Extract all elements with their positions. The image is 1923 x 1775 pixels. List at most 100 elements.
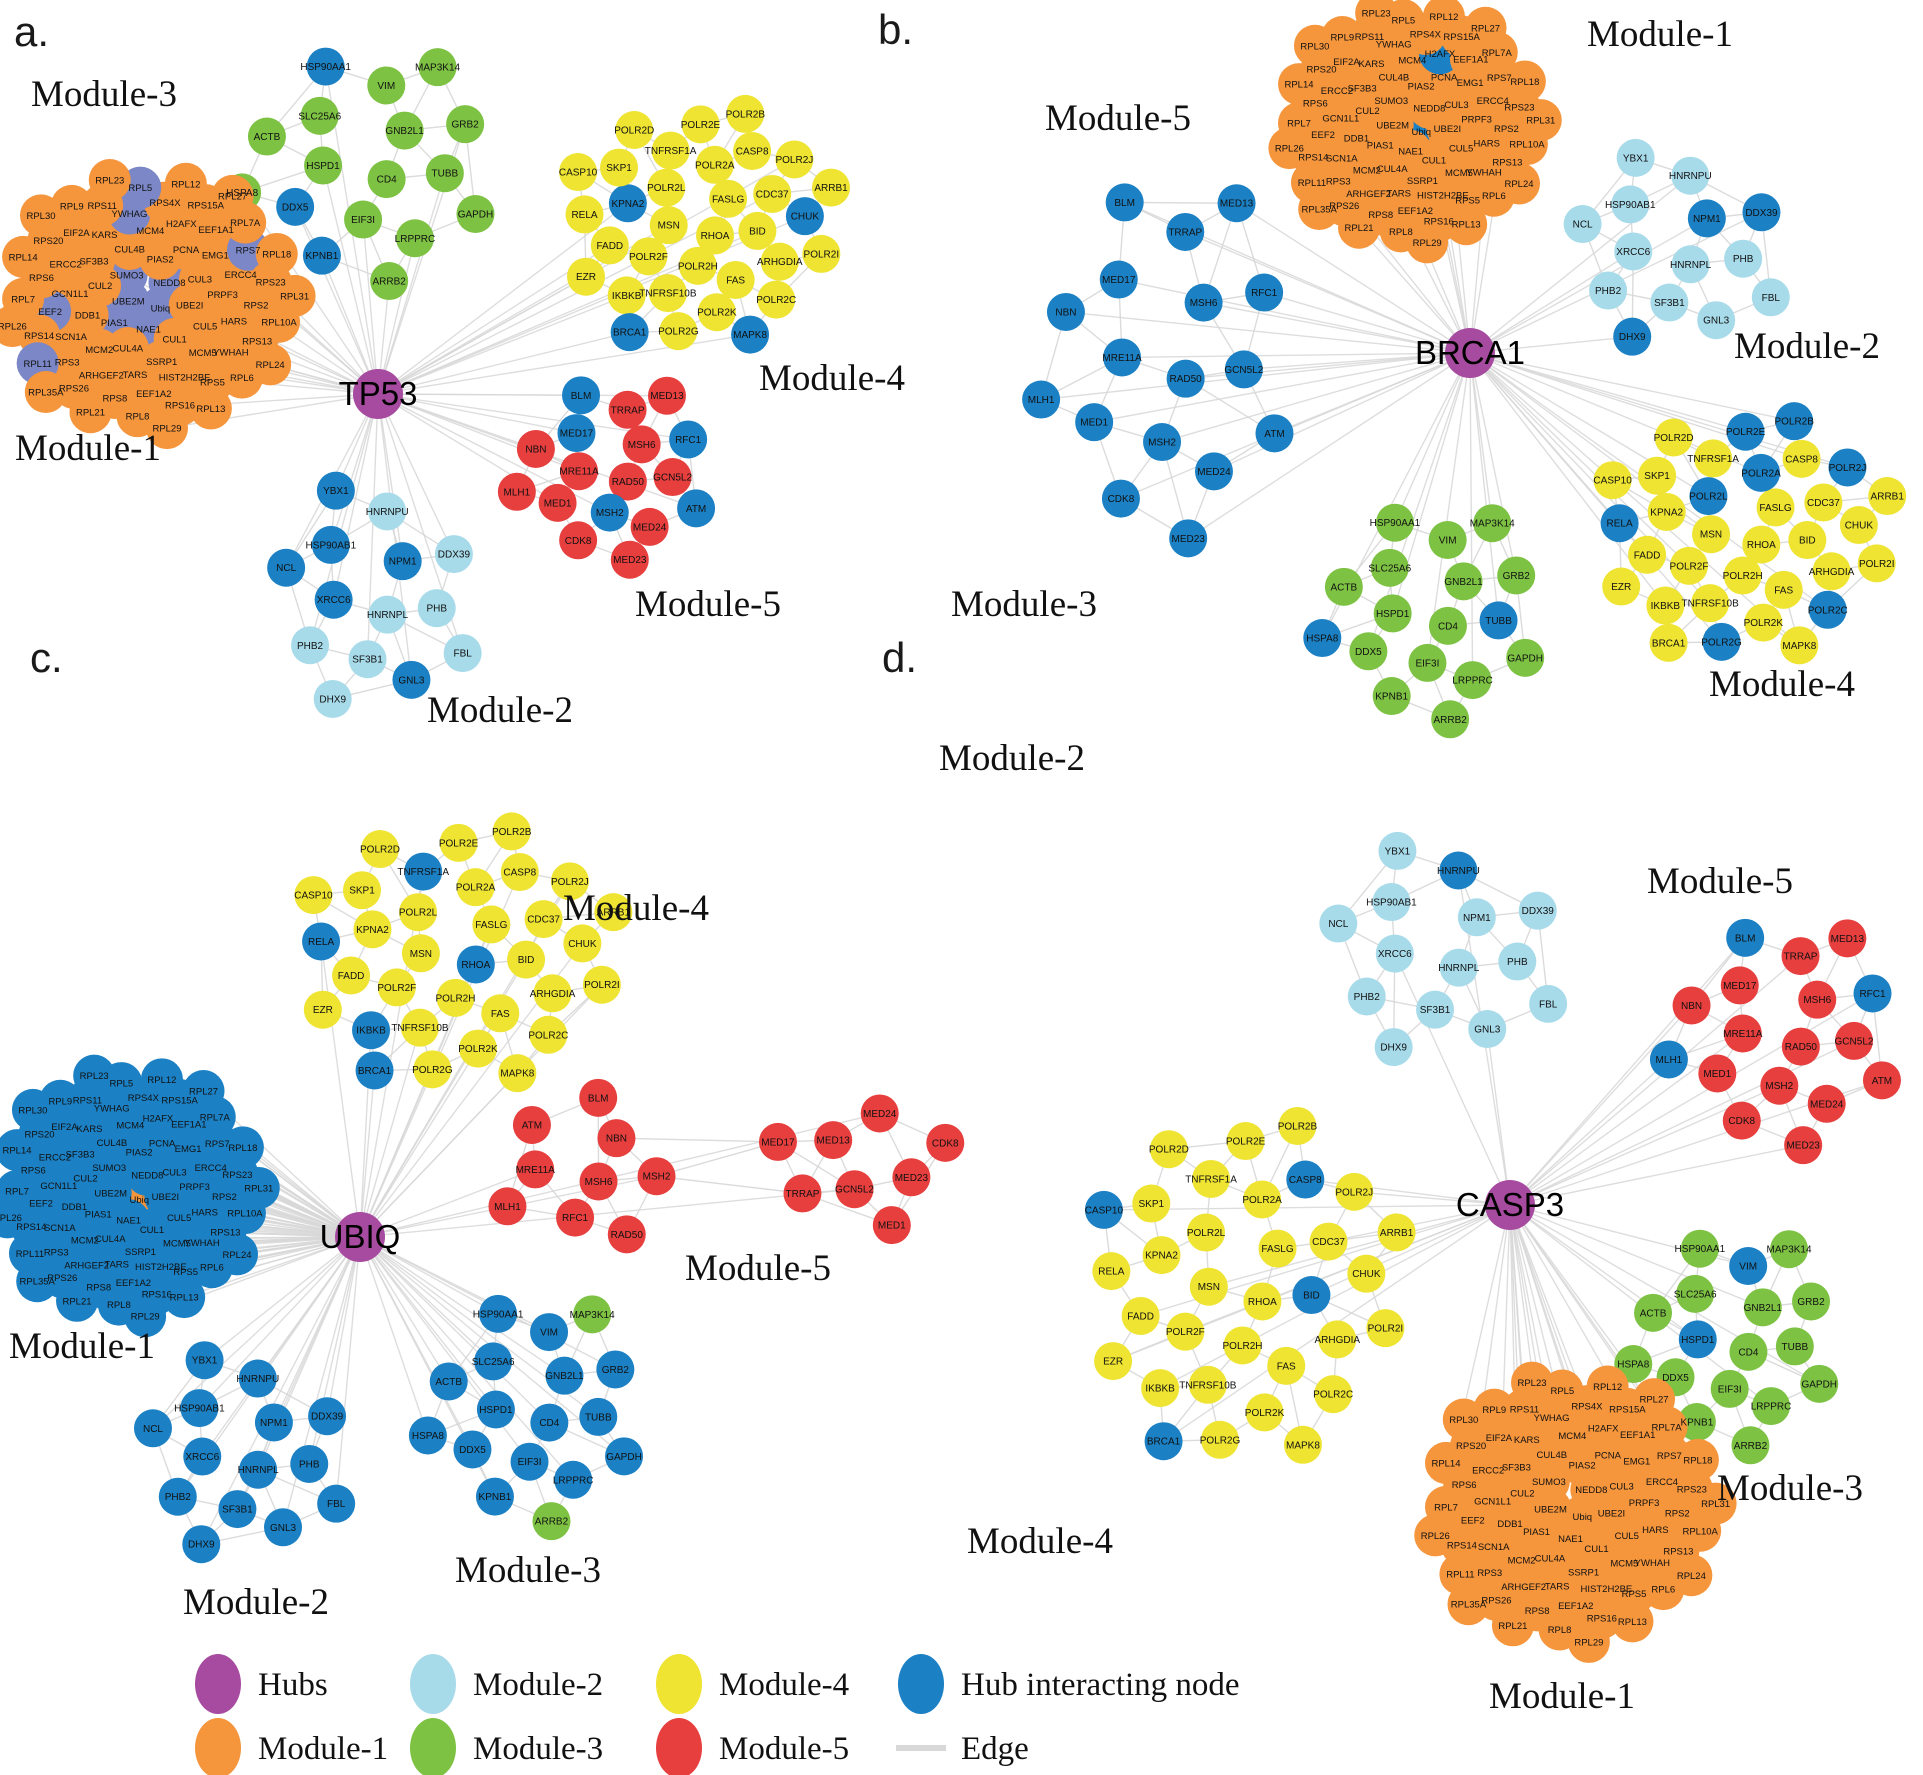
gene-node[interactable]: [802, 234, 841, 273]
gene-node[interactable]: [158, 1477, 197, 1516]
gene-node[interactable]: [255, 232, 298, 275]
gene-node[interactable]: [615, 110, 654, 149]
gene-node[interactable]: [1742, 193, 1781, 232]
gene-node[interactable]: [1503, 60, 1546, 103]
gene-node[interactable]: [1792, 1282, 1831, 1321]
gene-node[interactable]: [1143, 423, 1182, 462]
gene-node[interactable]: [860, 1094, 899, 1133]
gene-node[interactable]: [1834, 1021, 1873, 1060]
gene-node[interactable]: [0, 1129, 39, 1172]
gene-node[interactable]: [182, 1070, 225, 1113]
gene-node[interactable]: [607, 1215, 646, 1254]
gene-node[interactable]: [342, 871, 381, 910]
gene-node[interactable]: [814, 1121, 853, 1160]
gene-node[interactable]: [1374, 1028, 1413, 1067]
gene-node[interactable]: [608, 390, 647, 429]
gene-node[interactable]: [596, 1350, 635, 1389]
gene-node[interactable]: [124, 1295, 167, 1338]
gene-node[interactable]: [1678, 1320, 1717, 1359]
gene-node[interactable]: [1751, 278, 1790, 317]
gene-node[interactable]: [443, 634, 482, 673]
gene-node[interactable]: [579, 1078, 618, 1117]
gene-node[interactable]: [400, 1008, 439, 1047]
gene-node[interactable]: [1760, 1066, 1799, 1105]
gene-node[interactable]: [1498, 942, 1537, 981]
gene-node[interactable]: [1103, 338, 1142, 377]
gene-node[interactable]: [383, 542, 422, 581]
gene-node[interactable]: [1189, 1267, 1228, 1306]
gene-node[interactable]: [479, 1294, 518, 1333]
gene-node[interactable]: [498, 1054, 537, 1093]
gene-node[interactable]: [456, 868, 495, 907]
gene-node[interactable]: [1349, 632, 1388, 671]
gene-node[interactable]: [1647, 492, 1686, 531]
gene-node[interactable]: [716, 260, 755, 299]
gene-node[interactable]: [1654, 418, 1693, 457]
gene-node[interactable]: [608, 184, 647, 223]
gene-node[interactable]: [1839, 506, 1878, 545]
gene-node[interactable]: [1245, 1393, 1284, 1432]
gene-node[interactable]: [459, 1029, 498, 1068]
gene-node[interactable]: [1318, 1320, 1357, 1359]
gene-node[interactable]: [392, 660, 431, 699]
gene-node[interactable]: [1142, 1236, 1181, 1275]
gene-node[interactable]: [1649, 1040, 1688, 1079]
gene-node[interactable]: [1278, 63, 1321, 106]
gene-node[interactable]: [1812, 552, 1851, 591]
gene-node[interactable]: [529, 1015, 568, 1054]
gene-node[interactable]: [1200, 1420, 1239, 1459]
gene-node[interactable]: [597, 1119, 636, 1158]
gene-node[interactable]: [1464, 6, 1507, 49]
gene-node[interactable]: [1422, 0, 1465, 38]
gene-node[interactable]: [1729, 1332, 1768, 1371]
gene-node[interactable]: [1324, 567, 1363, 606]
gene-node[interactable]: [1445, 203, 1488, 246]
gene-node[interactable]: [1431, 700, 1470, 739]
gene-node[interactable]: [560, 452, 599, 491]
hub-node[interactable]: [1485, 1180, 1535, 1230]
gene-node[interactable]: [264, 1508, 303, 1547]
gene-node[interactable]: [1710, 1369, 1749, 1408]
gene-node[interactable]: [1676, 1274, 1715, 1313]
gene-node[interactable]: [1764, 570, 1803, 609]
gene-node[interactable]: [476, 1390, 515, 1429]
gene-node[interactable]: [1375, 934, 1414, 973]
gene-node[interactable]: [1586, 1365, 1629, 1408]
gene-node[interactable]: [254, 1403, 293, 1442]
gene-node[interactable]: [926, 1123, 965, 1162]
gene-node[interactable]: [590, 226, 629, 265]
gene-node[interactable]: [1600, 504, 1639, 543]
gene-node[interactable]: [1166, 359, 1205, 398]
gene-node[interactable]: [530, 1313, 569, 1352]
gene-node[interactable]: [302, 922, 341, 961]
gene-node[interactable]: [1428, 521, 1467, 560]
gene-node[interactable]: [1278, 1106, 1317, 1145]
gene-node[interactable]: [510, 1442, 549, 1481]
gene-node[interactable]: [404, 852, 443, 891]
gene-node[interactable]: [413, 1050, 452, 1089]
gene-node[interactable]: [1084, 1190, 1123, 1229]
gene-node[interactable]: [1781, 937, 1820, 976]
gene-node[interactable]: [1439, 948, 1478, 987]
gene-node[interactable]: [559, 521, 598, 560]
gene-node[interactable]: [370, 262, 409, 301]
gene-node[interactable]: [306, 47, 345, 86]
gene-node[interactable]: [1101, 479, 1140, 518]
gene-node[interactable]: [1781, 1027, 1820, 1066]
gene-node[interactable]: [1149, 1130, 1188, 1169]
gene-node[interactable]: [1613, 317, 1652, 356]
hub-node[interactable]: [335, 1212, 385, 1262]
gene-node[interactable]: [1377, 1213, 1416, 1252]
gene-node[interactable]: [565, 195, 604, 234]
gene-node[interactable]: [600, 148, 639, 187]
gene-node[interactable]: [1184, 283, 1223, 322]
gene-node[interactable]: [492, 812, 531, 851]
gene-node[interactable]: [1166, 212, 1205, 251]
gene-node[interactable]: [1677, 1403, 1716, 1442]
gene-node[interactable]: [1692, 515, 1731, 554]
gene-node[interactable]: [1614, 232, 1653, 271]
gene-node[interactable]: [1442, 1398, 1485, 1441]
gene-node[interactable]: [669, 420, 708, 459]
gene-node[interactable]: [1187, 1213, 1226, 1252]
gene-node[interactable]: [647, 376, 686, 415]
